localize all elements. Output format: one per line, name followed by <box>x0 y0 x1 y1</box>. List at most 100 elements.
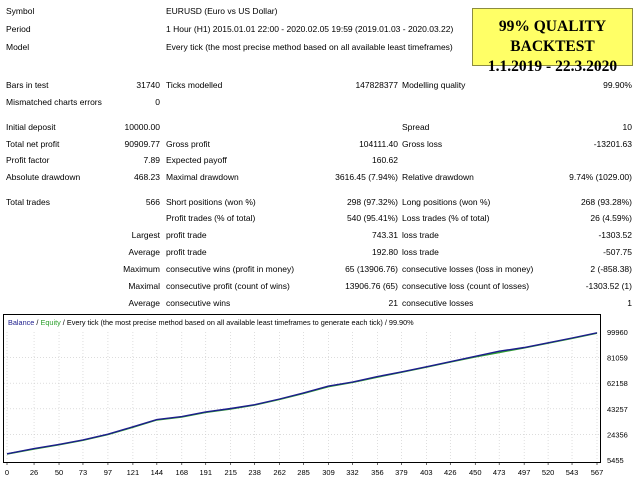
short-positions-label: Short positions (won %) <box>166 197 256 207</box>
x-tick-label: 73 <box>79 468 87 477</box>
maximal-drawdown-value: 3616.45 (7.94%) <box>335 172 398 182</box>
x-tick-label: 238 <box>248 468 261 477</box>
gross-profit-value: 104111.40 <box>359 139 398 149</box>
x-tick-label: 567 <box>591 468 604 477</box>
largest-profit-label: profit trade <box>166 230 207 240</box>
y-axis-labels: 99960 81059 62158 43257 24356 5455 <box>607 328 628 465</box>
avg-consecutive-losses-label: consecutive losses <box>402 298 474 308</box>
legend-balance: Balance <box>8 318 35 327</box>
model-value: Every tick (the most precise method base… <box>166 42 453 52</box>
x-tick-label: 97 <box>104 468 112 477</box>
badge-line1: 99% QUALITY BACKTEST <box>498 18 607 55</box>
loss-trades-value: 26 (4.59%) <box>590 213 632 223</box>
balance-line <box>6 332 598 455</box>
mismatched-value: 0 <box>155 97 160 107</box>
balance-equity-chart: 99960 81059 62158 43257 24356 5455 0 26 50 73 97 1… <box>3 314 628 477</box>
legend-separator: / <box>34 318 41 327</box>
absolute-drawdown-label: Absolute drawdown <box>6 172 81 182</box>
expected-payoff-label: Expected payoff <box>166 155 227 165</box>
x-tick-label: 191 <box>199 468 212 477</box>
x-tick-label: 356 <box>371 468 384 477</box>
y-tick-label: 5455 <box>607 456 624 465</box>
max-consecutive-losses-value: 2 (-858.38) <box>590 264 632 274</box>
x-tick-label: 215 <box>224 468 237 477</box>
y-tick-label: 81059 <box>607 354 628 363</box>
avg-consecutive-wins-value: 21 <box>388 298 398 308</box>
legend-separator: / <box>60 318 67 327</box>
short-positions-value: 298 (97.32%) <box>346 197 398 207</box>
symbol-value: EURUSD (Euro vs US Dollar) <box>166 6 278 16</box>
x-tick-label: 403 <box>420 468 433 477</box>
avg-consecutive-losses-value: 1 <box>627 298 632 308</box>
symbol-label: Symbol <box>6 6 35 16</box>
largest-loss-value: -1303.52 <box>598 230 632 240</box>
badge-line2: 1.1.2019 - 22.3.2020 <box>487 58 618 75</box>
y-tick-label: 62158 <box>607 379 628 388</box>
maximal-consecutive-profit-value: 13906.76 (65) <box>345 281 398 291</box>
profit-factor-value: 7.89 <box>143 155 160 165</box>
gross-loss-label: Gross loss <box>402 139 443 149</box>
x-tick-label: 144 <box>151 468 164 477</box>
modelling-quality-label: Modelling quality <box>402 80 466 90</box>
mismatched-label: Mismatched charts errors <box>6 97 102 107</box>
bars-value: 31740 <box>136 80 160 90</box>
x-tick-label: 50 <box>55 468 63 477</box>
absolute-drawdown-value: 468.23 <box>134 172 160 182</box>
x-axis-labels: 0 26 50 73 97 121 144 168 191 215 238 262 285 309 332 3… <box>5 468 603 477</box>
plot-frame <box>3 314 601 463</box>
net-profit-value: 90909.77 <box>124 139 160 149</box>
largest-profit-value: 743.31 <box>372 230 398 240</box>
profit-factor-label: Profit factor <box>6 155 50 165</box>
x-tick-label: 543 <box>566 468 579 477</box>
x-tick-label: 497 <box>518 468 531 477</box>
legend-equity: Equity <box>40 318 61 327</box>
legend-quality: 99.90% <box>388 318 414 327</box>
average-loss-value: -507.75 <box>603 247 632 257</box>
x-tick-label: 379 <box>395 468 408 477</box>
maximal-consecutive-profit-label: consecutive profit (count of wins) <box>166 281 290 291</box>
x-tick-label: 309 <box>322 468 335 477</box>
average-loss-label: loss trade <box>402 247 439 257</box>
maximal-drawdown-label: Maximal drawdown <box>166 172 239 182</box>
profit-trades-value: 540 (95.41%) <box>346 213 398 223</box>
bars-label: Bars in test <box>6 80 49 90</box>
legend-model: Every tick (the most precise method base… <box>66 318 383 327</box>
max-consecutive-wins-value: 65 (13906.76) <box>345 264 398 274</box>
expected-payoff-value: 160.62 <box>372 155 398 165</box>
maximum-label: Maximum <box>123 264 160 274</box>
spread-value: 10 <box>622 122 632 132</box>
chart-legend: Balance / Equity / Every tick (the most … <box>8 318 414 327</box>
largest-loss-label: loss trade <box>402 230 439 240</box>
gross-profit-label: Gross profit <box>166 139 210 149</box>
quality-backtest-badge: 99% QUALITY BACKTEST 1.1.2019 - 22.3.202… <box>472 8 633 75</box>
period-value: 1 Hour (H1) 2015.01.01 22:00 - 2020.02.0… <box>166 24 454 34</box>
long-positions-value: 268 (93.28%) <box>580 197 632 207</box>
x-tick-label: 262 <box>273 468 286 477</box>
average-consecutive-label: Average <box>128 298 160 308</box>
x-tick-label: 285 <box>297 468 310 477</box>
x-tick-label: 426 <box>444 468 457 477</box>
ticks-value: 147828377 <box>355 80 398 90</box>
initial-deposit-label: Initial deposit <box>6 122 56 132</box>
spread-label: Spread <box>402 122 430 132</box>
max-consecutive-losses-label: consecutive losses (loss in money) <box>402 264 534 274</box>
x-tick-label: 0 <box>5 468 9 477</box>
maximal-consecutive-loss-value: -1303.52 (1) <box>585 281 632 291</box>
total-trades-value: 566 <box>145 197 160 207</box>
y-tick-label: 99960 <box>607 328 628 337</box>
long-positions-label: Long positions (won %) <box>402 197 491 207</box>
relative-drawdown-value: 9.74% (1029.00) <box>569 172 632 182</box>
net-profit-label: Total net profit <box>6 139 60 149</box>
relative-drawdown-label: Relative drawdown <box>402 172 474 182</box>
x-tick-label: 520 <box>542 468 555 477</box>
average-label: Average <box>128 247 160 257</box>
profit-trades-label: Profit trades (% of total) <box>166 213 256 223</box>
y-tick-label: 43257 <box>607 405 628 414</box>
gross-loss-value: -13201.63 <box>593 139 632 149</box>
modelling-quality-value: 99.90% <box>603 80 632 90</box>
maximal-consecutive-loss-label: consecutive loss (count of losses) <box>402 281 530 291</box>
largest-label: Largest <box>131 230 160 240</box>
y-tick-label: 24356 <box>607 430 628 439</box>
x-tick-label: 473 <box>493 468 506 477</box>
x-tick-label: 332 <box>346 468 359 477</box>
